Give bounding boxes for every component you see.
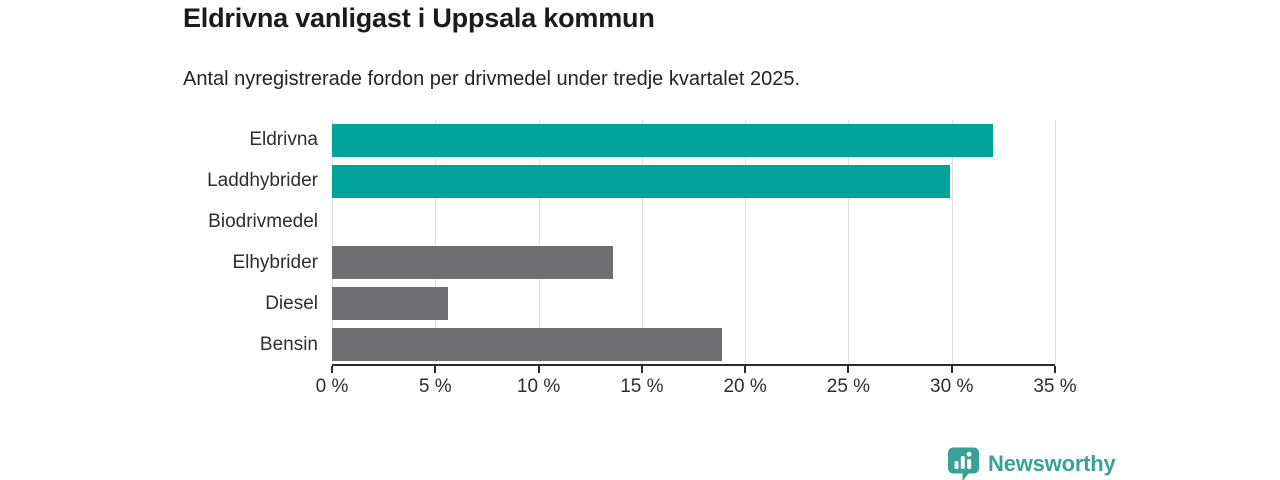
- x-axis-tick-label-5: 5 %: [418, 376, 452, 397]
- x-axis-tick-5: [434, 366, 437, 373]
- gridline-35: [1055, 120, 1056, 365]
- bar-series: [332, 120, 1055, 365]
- bar-eldrivna: [332, 123, 994, 157]
- x-axis-tick-20: [744, 366, 747, 373]
- x-axis-tick-label-35: 35 %: [1033, 376, 1077, 397]
- gridline-15: [641, 120, 643, 365]
- category-label-bensin: Bensin: [259, 333, 318, 355]
- chart-title: Eldrivna vanligast i Uppsala kommun: [183, 3, 655, 33]
- x-axis-tick-label-20: 20 %: [723, 376, 767, 397]
- x-axis-tick-label-30: 30 %: [930, 376, 974, 397]
- plot-area: [332, 120, 1056, 365]
- newsworthy-logo: Newsworthy: [946, 446, 1116, 480]
- category-axis: Eldrivna Laddhybrider Biodrivmedel Elhybrid…: [0, 120, 318, 365]
- newsworthy-logo-text: Newsworthy: [988, 450, 1116, 476]
- x-axis-tick-30: [950, 366, 953, 373]
- x-axis-tick-label-25: 25 %: [826, 376, 871, 397]
- x-axis-tick-label-15: 15 %: [620, 376, 664, 397]
- x-axis-tick-35: [1054, 366, 1056, 373]
- category-label-eldrivna: Eldrivna: [249, 129, 318, 151]
- x-axis-tick-0: [331, 366, 333, 373]
- x-axis-line: [332, 364, 1055, 366]
- gridline-0: [332, 120, 333, 365]
- newsworthy-logo-icon: [948, 447, 979, 480]
- bar-row-laddhybrider: [332, 161, 1055, 202]
- x-axis-tick-label-0: 0 %: [315, 376, 349, 397]
- bar-diesel: [332, 287, 448, 321]
- chart-subtitle: Antal nyregistrerade fordon per drivmede…: [183, 68, 801, 90]
- category-label-biodrivmedel: Biodrivmedel: [208, 211, 318, 233]
- gridline-10: [538, 120, 540, 365]
- category-label-laddhybrider: Laddhybrider: [207, 170, 318, 192]
- gridline-25: [848, 120, 850, 365]
- x-axis-tick-10: [537, 366, 540, 373]
- bar-bensin: [332, 328, 723, 362]
- gridline-30: [951, 120, 953, 365]
- category-label-elhybrider: Elhybrider: [232, 251, 318, 273]
- gridline-5: [435, 120, 437, 365]
- bar-row-biodrivmedel: [332, 202, 1055, 243]
- x-axis-tick-label-10: 10 %: [516, 376, 561, 397]
- bar-row-diesel: [332, 283, 1055, 324]
- bar-row-bensin: [332, 324, 1055, 365]
- gridline-20: [745, 120, 747, 365]
- x-axis-tick-15: [640, 366, 643, 373]
- x-axis: 0 % 5 % 10 % 15 % 20 % 25 % 30 % 35 %: [316, 364, 1077, 404]
- category-label-diesel: Diesel: [265, 292, 318, 314]
- bar-elhybrider: [332, 246, 613, 280]
- bar-laddhybrider: [332, 164, 950, 198]
- bar-row-elhybrider: [332, 242, 1055, 283]
- x-axis-tick-25: [847, 366, 850, 373]
- bar-row-eldrivna: [332, 120, 1055, 161]
